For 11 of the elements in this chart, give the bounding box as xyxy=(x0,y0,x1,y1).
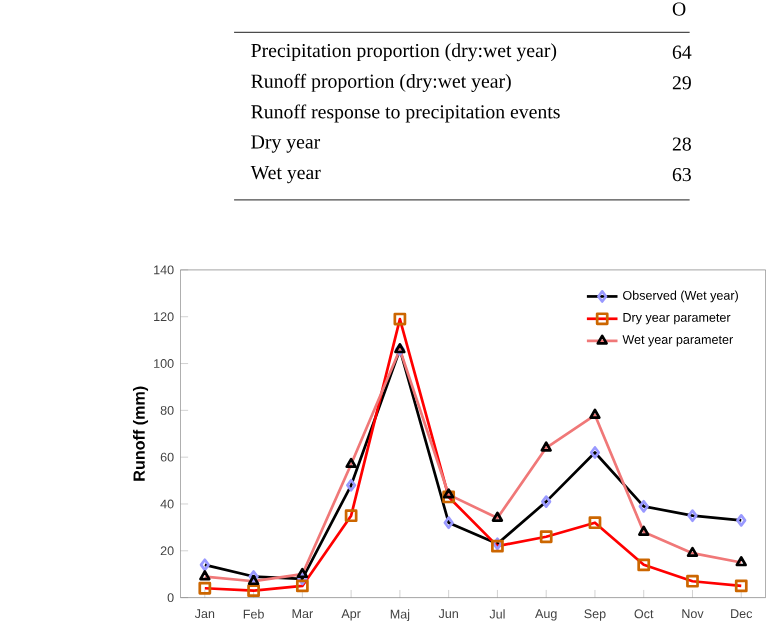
text: O xyxy=(672,2,686,16)
text: Precipitation proportion (dry:wet year) xyxy=(251,43,557,62)
y-axis-title: Runoff (mm) xyxy=(132,386,149,481)
text: 63 xyxy=(672,168,691,182)
text: Wet year xyxy=(250,166,321,184)
text: 29 xyxy=(672,76,691,90)
text: 64 xyxy=(672,45,692,60)
text: 28 xyxy=(672,137,691,151)
text: Runoff proportion (dry:wet year) xyxy=(251,74,511,93)
text: Dry year xyxy=(251,135,321,153)
text: Runoff response to precipitation events xyxy=(251,104,560,123)
